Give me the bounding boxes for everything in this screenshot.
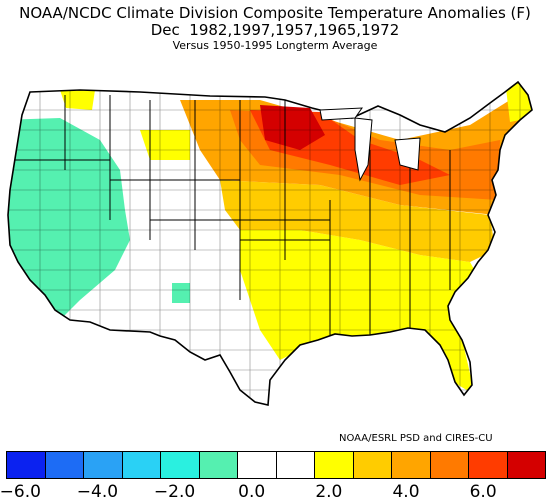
- colorbar-swatch: [161, 452, 200, 478]
- colorbar-swatch: [507, 452, 545, 478]
- colorbar-swatch: [199, 452, 238, 478]
- state-boundaries: [15, 95, 451, 335]
- colorbar: [6, 451, 546, 479]
- colorbar-swatch: [84, 452, 123, 478]
- map-title: NOAA/NCDC Climate Division Composite Tem…: [19, 4, 531, 22]
- region-north-plains-hot: [260, 105, 325, 150]
- colorbar-swatch: [353, 452, 392, 478]
- colorbar-swatch: [7, 452, 46, 478]
- region-south-warm: [240, 230, 480, 395]
- colorbar-swatch: [45, 452, 84, 478]
- region-central-warm: [220, 180, 495, 262]
- lake-huron: [394, 137, 421, 171]
- region-idaho-warm: [60, 90, 95, 110]
- colorbar-swatch: [392, 452, 431, 478]
- us-anomaly-map: [7, 81, 533, 406]
- lake-superior: [319, 107, 363, 121]
- map-subtitle-baseline: Versus 1950-1995 Longterm Average: [172, 39, 378, 52]
- colorbar-swatch: [276, 452, 315, 478]
- region-west-cool: [8, 118, 130, 330]
- colorbar-swatch: [430, 452, 469, 478]
- colorbar-tick-label: 4.0: [392, 482, 420, 502]
- colorbar-swatch: [315, 452, 354, 478]
- colorbar-tick-label: −6.0: [0, 482, 41, 502]
- colorbar-swatch: [122, 452, 161, 478]
- colorbar-tick-label: 6.0: [469, 482, 497, 502]
- colorbar-swatch: [469, 452, 508, 478]
- colorbar-swatch: [238, 452, 277, 478]
- colorbar-tick-label: −2.0: [153, 482, 196, 502]
- region-newmexico-cool: [172, 283, 190, 303]
- colorbar-tick-label: −4.0: [76, 482, 119, 502]
- colorbar-tick-label: 0.0: [238, 482, 266, 502]
- map-subtitle-years: Dec 1982,1997,1957,1965,1972: [150, 21, 400, 39]
- lake-michigan: [354, 117, 373, 182]
- credit-text: NOAA/ESRL PSD and CIRES-CU: [339, 433, 493, 444]
- region-wyoming-warm: [140, 130, 190, 160]
- colorbar-tick-label: 2.0: [315, 482, 343, 502]
